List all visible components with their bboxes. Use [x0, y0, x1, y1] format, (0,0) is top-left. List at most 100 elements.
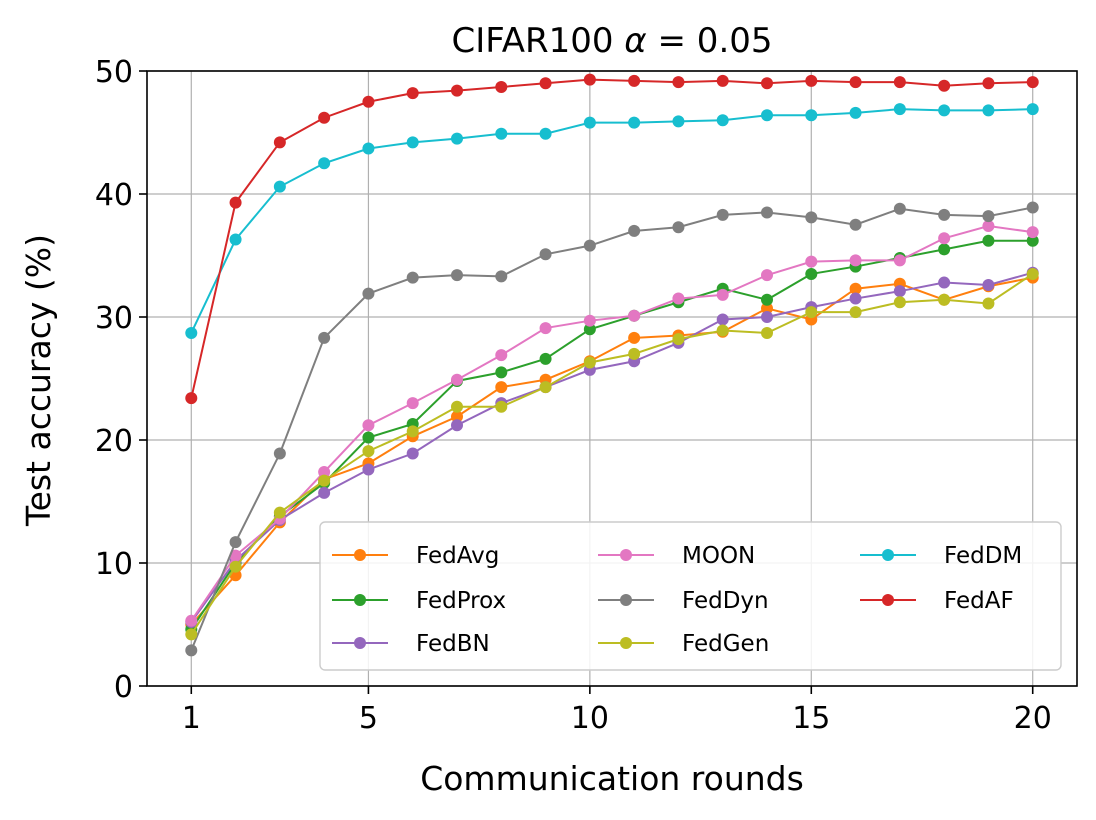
data-point-fedaf [938, 79, 951, 92]
data-point-fedprox [805, 267, 818, 280]
data-point-feddyn [229, 536, 242, 549]
y-tick-label: 30 [95, 301, 133, 336]
data-point-feddm [761, 109, 773, 122]
data-point-feddm [185, 326, 198, 339]
data-point-moon [628, 309, 641, 322]
data-point-fedgen [672, 333, 685, 346]
data-point-fedaf [273, 136, 286, 149]
data-point-moon [893, 254, 906, 267]
data-point-feddyn [716, 208, 729, 221]
data-point-feddm [805, 109, 818, 122]
legend-marker [354, 594, 366, 606]
y-tick-label: 40 [95, 178, 133, 213]
legend-marker [620, 594, 632, 606]
data-point-fedgen [185, 628, 198, 641]
data-point-feddm [672, 115, 685, 128]
data-point-feddyn [451, 269, 463, 282]
data-point-moon [982, 219, 995, 232]
data-point-fedgen [406, 425, 419, 438]
data-point-moon [1026, 226, 1039, 239]
chart-title: CIFAR100 α = 0.05 [451, 21, 772, 61]
data-point-feddyn [672, 221, 685, 234]
data-point-moon [406, 397, 419, 410]
data-point-fedbn [938, 276, 951, 289]
data-point-moon [849, 254, 862, 267]
legend-marker [882, 549, 894, 561]
data-point-fedgen [273, 506, 286, 519]
legend-label: FedGen [682, 631, 769, 657]
data-point-fedaf [893, 76, 906, 89]
legend-label: FedDyn [682, 588, 769, 614]
data-point-feddyn [1026, 201, 1039, 214]
data-point-fedaf [982, 77, 995, 90]
y-tick-label: 50 [95, 55, 133, 90]
legend-box [319, 521, 1062, 671]
data-point-fedbn [893, 285, 906, 298]
data-point-feddyn [273, 447, 286, 460]
series-feddm [185, 103, 1039, 339]
y-tick-label: 10 [95, 547, 133, 582]
data-point-feddm [318, 157, 331, 170]
data-point-moon [318, 465, 331, 478]
data-point-fedgen [938, 293, 951, 306]
data-point-moon [805, 255, 818, 268]
data-point-fedaf [539, 77, 552, 90]
data-point-moon [229, 549, 242, 562]
series-line-feddm [190, 108, 1033, 334]
data-point-feddm [406, 136, 419, 149]
series-line-fedgen [190, 273, 1034, 635]
data-point-feddm [583, 116, 596, 129]
data-point-fedbn [318, 486, 331, 499]
data-point-fedgen [318, 474, 331, 487]
legend-item-feddyn: FedDyn [598, 588, 769, 614]
data-point-feddm [539, 127, 552, 140]
data-point-fedbn [406, 447, 419, 460]
data-point-feddyn [982, 210, 995, 223]
data-point-moon [451, 373, 463, 386]
data-point-fedprox [1026, 234, 1039, 247]
data-point-feddm [938, 104, 951, 117]
data-point-feddyn [938, 208, 951, 221]
data-point-feddyn [805, 211, 818, 224]
data-point-fedbn [849, 292, 862, 305]
data-point-fedavg [849, 282, 862, 295]
legend-item-fedbn: FedBN [332, 631, 490, 657]
data-point-fedgen [716, 324, 729, 337]
data-point-feddyn [406, 271, 419, 284]
data-point-moon [185, 614, 198, 627]
data-point-feddm [495, 127, 508, 140]
legend-item-moon: MOON [598, 543, 755, 569]
data-point-fedavg [451, 410, 463, 423]
data-point-moon [672, 292, 685, 305]
data-point-feddm [229, 233, 242, 246]
data-point-fedgen [893, 296, 906, 309]
data-point-fedprox [583, 323, 596, 336]
data-point-fedprox [495, 366, 508, 379]
data-point-fedgen [229, 560, 242, 573]
data-point-feddm [273, 180, 286, 193]
data-point-fedgen [805, 306, 818, 319]
data-point-fedgen [1026, 267, 1039, 280]
data-point-feddyn [185, 644, 198, 657]
data-point-fedaf [451, 84, 463, 97]
data-point-fedgen [583, 356, 596, 369]
x-tick-label: 5 [359, 701, 378, 736]
data-point-feddyn [362, 287, 375, 300]
data-point-moon [716, 288, 729, 301]
data-point-feddm [849, 106, 862, 119]
data-point-feddm [982, 104, 995, 117]
data-point-fedprox [938, 243, 951, 256]
data-point-fedaf [716, 74, 729, 87]
legend-item-fedprox: FedProx [332, 588, 506, 614]
x-tick-label: 15 [792, 701, 830, 736]
series-feddyn [185, 201, 1039, 657]
legend-item-feddm: FedDM [860, 543, 1022, 569]
data-point-fedaf [849, 76, 862, 89]
data-point-fedprox [982, 234, 995, 247]
data-point-feddyn [539, 248, 552, 261]
series-fedgen [185, 267, 1039, 641]
data-point-fedaf [318, 111, 331, 124]
series-line-moon [190, 224, 1033, 622]
data-point-moon [583, 314, 596, 327]
data-point-moon [761, 269, 773, 282]
